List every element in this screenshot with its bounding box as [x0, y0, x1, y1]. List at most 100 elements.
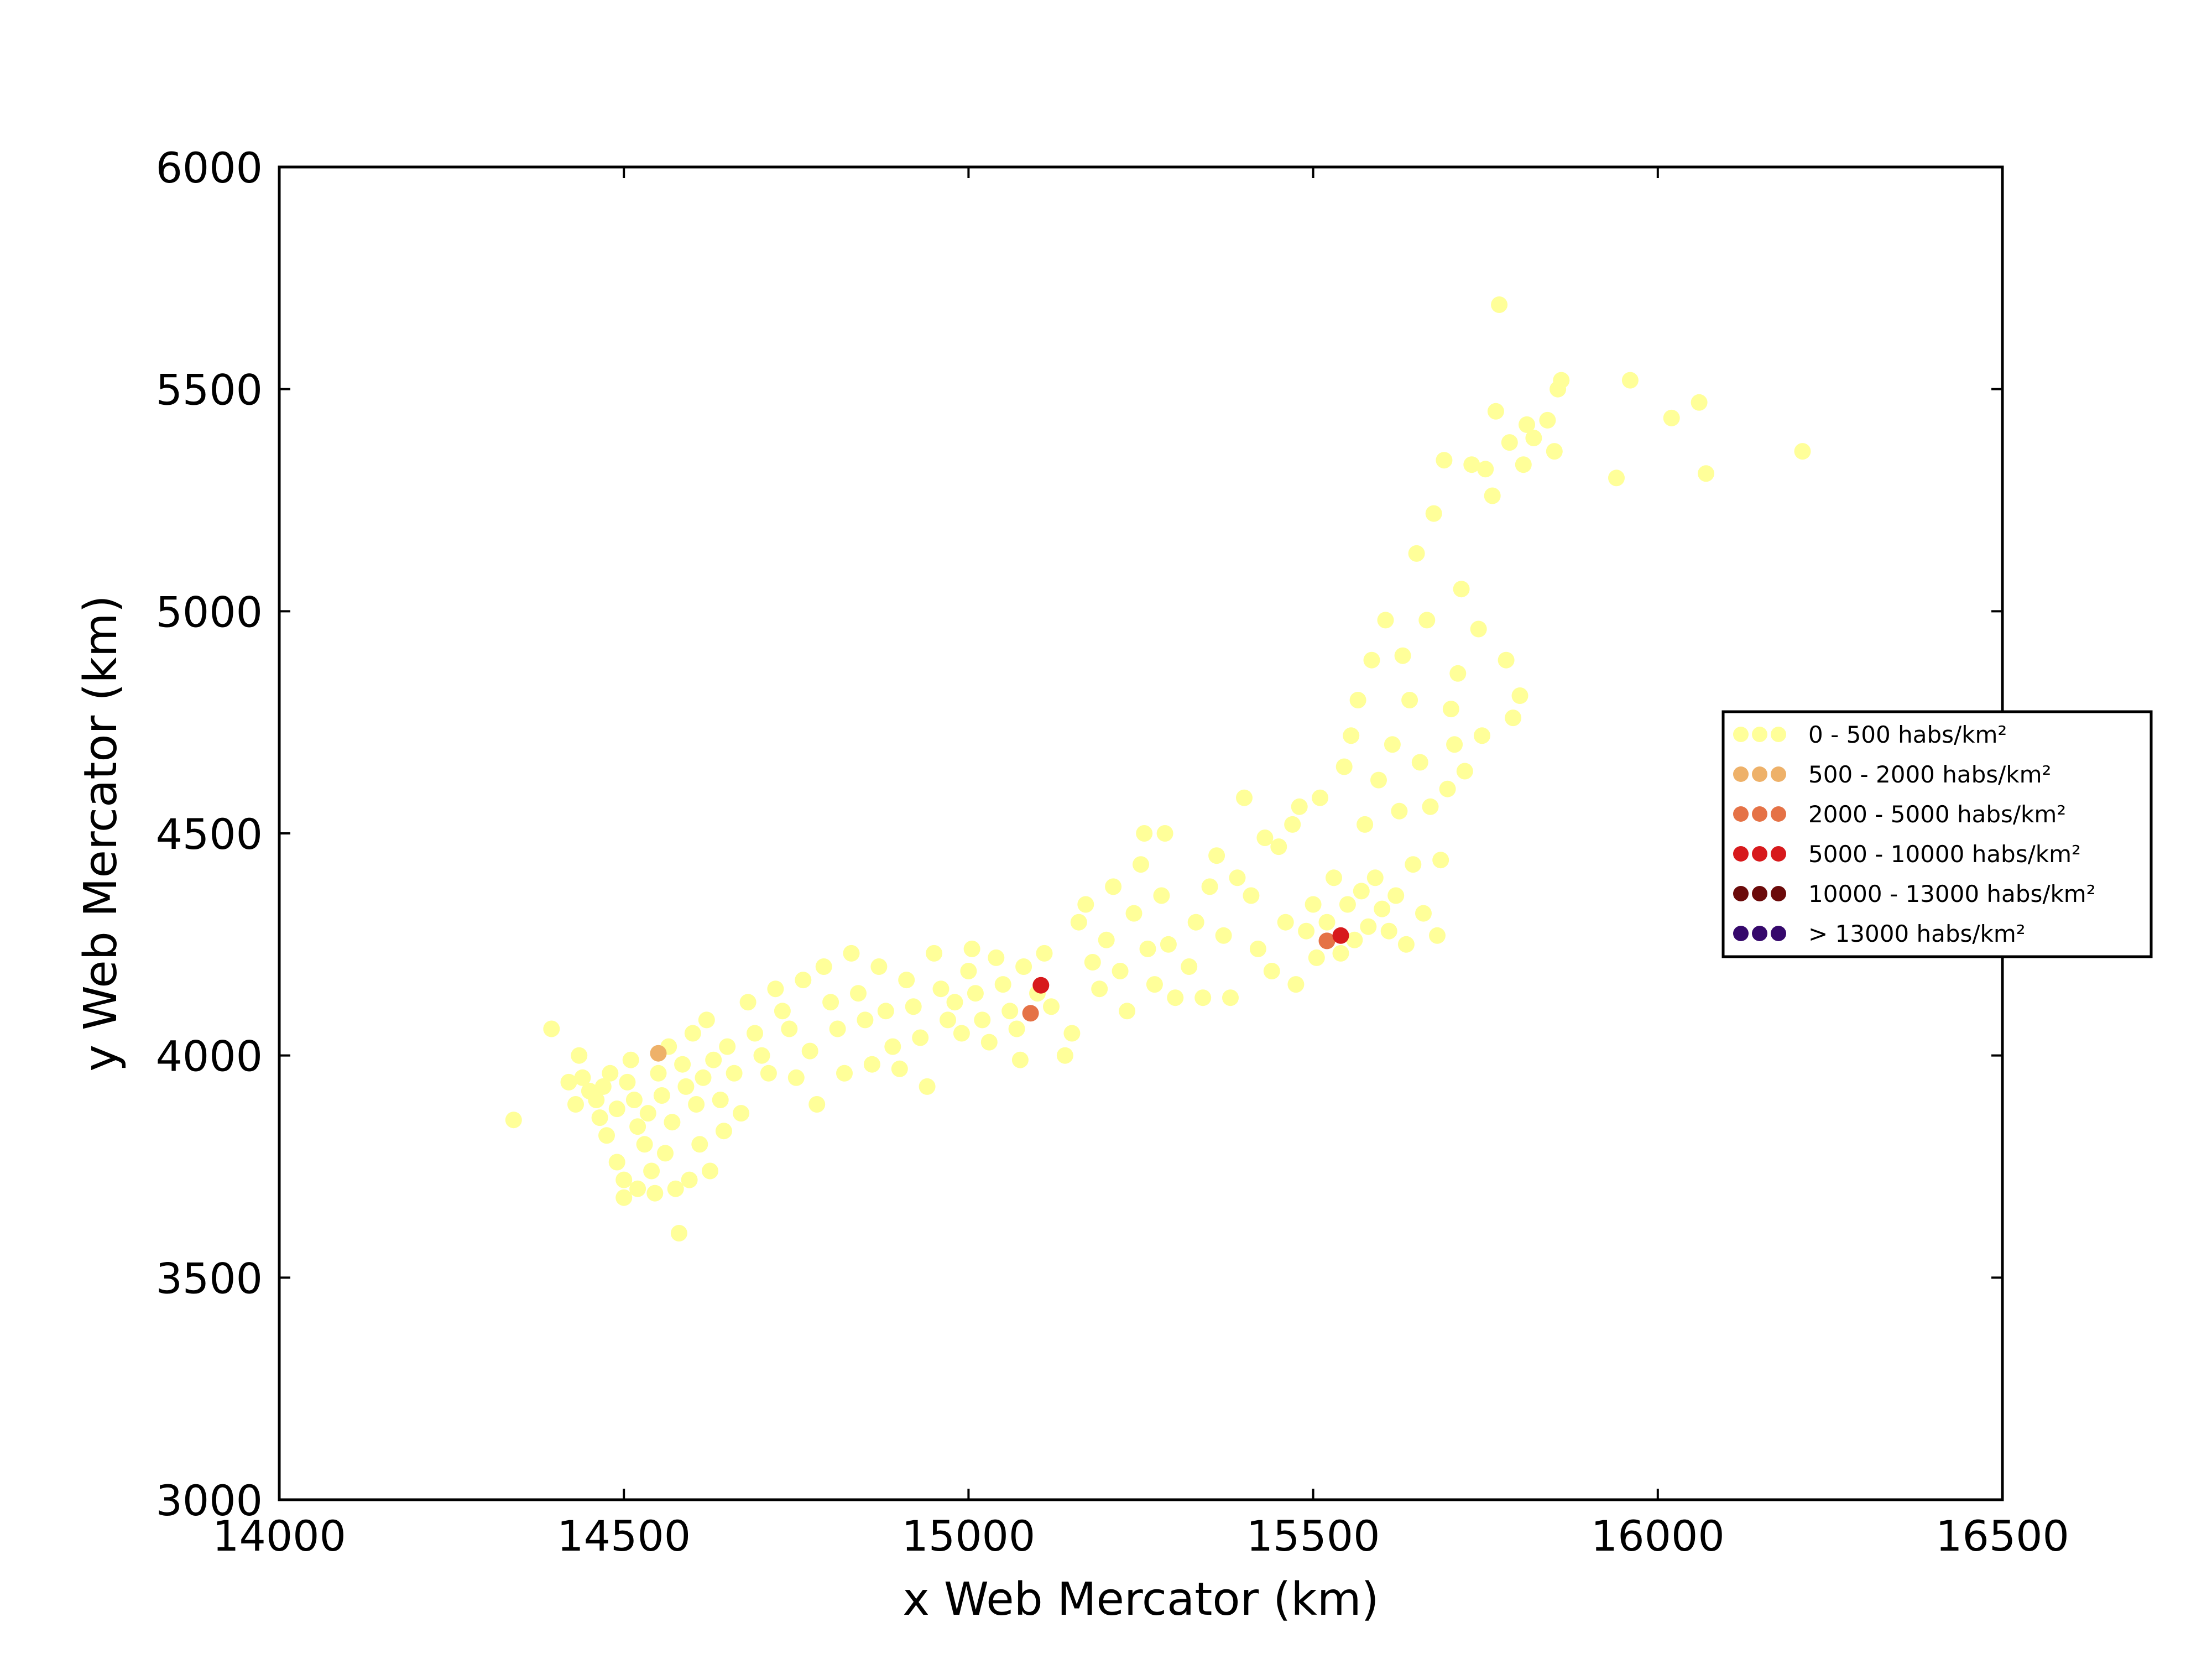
data-point: [1056, 1047, 1073, 1064]
data-point: [726, 1065, 743, 1082]
data-point: [1553, 372, 1570, 389]
data-point: [795, 972, 812, 989]
data-point: [1525, 430, 1542, 446]
data-point: [1432, 852, 1449, 869]
data-point: [719, 1038, 736, 1055]
data-point: [739, 994, 757, 1011]
data-point: [1608, 469, 1625, 487]
data-point: [877, 1003, 894, 1020]
data-point: [1511, 687, 1528, 704]
data-point: [1160, 936, 1177, 953]
data-point: [1001, 1003, 1019, 1020]
data-point: [733, 1105, 750, 1122]
data-point: [1691, 394, 1708, 411]
data-point: [1397, 936, 1415, 953]
data-point: [1194, 989, 1212, 1006]
data-point: [1515, 456, 1532, 473]
data-point: [1484, 487, 1501, 504]
data-point: [664, 1114, 681, 1131]
data-point: [625, 1092, 643, 1108]
data-point: [1501, 434, 1518, 451]
data-point: [650, 1045, 667, 1062]
data-point: [1353, 883, 1370, 900]
data-point: [1187, 914, 1204, 931]
legend-label: 10000 - 13000 habs/km²: [1808, 880, 2096, 907]
legend-marker: [1733, 766, 1749, 782]
data-point: [760, 1065, 777, 1082]
data-point: [619, 1073, 636, 1091]
y-axis-title: y Web Mercator (km): [75, 595, 127, 1071]
legend-marker: [1752, 727, 1767, 742]
data-point: [670, 1225, 687, 1241]
data-point: [1222, 989, 1239, 1006]
data-point: [1133, 856, 1149, 873]
x-tick-label: 14500: [557, 1511, 691, 1561]
data-point: [1349, 692, 1366, 708]
data-point: [712, 1092, 729, 1108]
data-point: [1519, 416, 1535, 433]
data-point: [1456, 763, 1473, 780]
data-point: [1621, 372, 1639, 389]
data-point: [1229, 869, 1246, 886]
data-point: [1167, 989, 1184, 1006]
legend-marker: [1733, 846, 1749, 862]
data-point: [1339, 896, 1356, 913]
data-point: [1326, 869, 1342, 886]
data-point: [1022, 1005, 1039, 1022]
data-point: [974, 1011, 991, 1029]
data-point: [1377, 612, 1394, 629]
data-point: [667, 1180, 684, 1197]
data-point: [815, 958, 832, 975]
x-axis-title: x Web Mercator (km): [902, 1573, 1379, 1626]
data-point: [1470, 620, 1487, 638]
data-point: [1084, 954, 1101, 971]
legend-marker: [1752, 766, 1767, 782]
legend-entry: 0 - 500 habs/km²: [1733, 721, 2007, 748]
data-point: [594, 1078, 612, 1095]
data-point: [905, 998, 922, 1015]
data-point: [1305, 896, 1322, 913]
data-point: [836, 1065, 853, 1082]
data-point: [1291, 798, 1308, 815]
legend-entry: 10000 - 13000 habs/km²: [1733, 880, 2096, 907]
data-point: [1332, 927, 1349, 944]
y-tick-label: 3500: [156, 1254, 263, 1303]
data-point: [1474, 727, 1490, 744]
data-point: [591, 1109, 608, 1126]
data-point: [615, 1171, 633, 1188]
data-point: [1201, 878, 1218, 895]
data-point: [767, 980, 784, 998]
data-point: [1343, 727, 1360, 744]
data-point: [1436, 452, 1453, 469]
legend-marker: [1752, 926, 1767, 941]
data-point: [857, 1011, 874, 1029]
data-point: [1408, 545, 1425, 562]
data-point: [1318, 932, 1335, 950]
data-point: [608, 1154, 625, 1171]
data-point: [1091, 980, 1108, 998]
data-point: [843, 945, 860, 962]
data-point: [543, 1020, 560, 1037]
data-point: [1136, 825, 1153, 842]
data-point: [988, 949, 1005, 966]
x-tick-label: 16500: [1936, 1511, 2069, 1561]
data-point: [1215, 927, 1232, 944]
data-point: [898, 972, 915, 989]
legend-entry: 5000 - 10000 habs/km²: [1733, 841, 2081, 868]
data-point: [884, 1038, 901, 1055]
data-point: [822, 994, 839, 1011]
legend-marker: [1771, 886, 1786, 901]
data-point: [787, 1069, 805, 1086]
data-point: [1794, 443, 1811, 460]
data-point: [774, 1003, 791, 1020]
data-point: [653, 1087, 670, 1104]
legend-marker: [1752, 806, 1767, 822]
data-point: [1318, 914, 1335, 931]
data-point: [1346, 931, 1363, 948]
data-point: [1439, 780, 1456, 797]
data-point: [932, 980, 950, 998]
data-point: [705, 1051, 722, 1068]
data-point: [891, 1060, 908, 1077]
data-point: [1070, 914, 1087, 931]
